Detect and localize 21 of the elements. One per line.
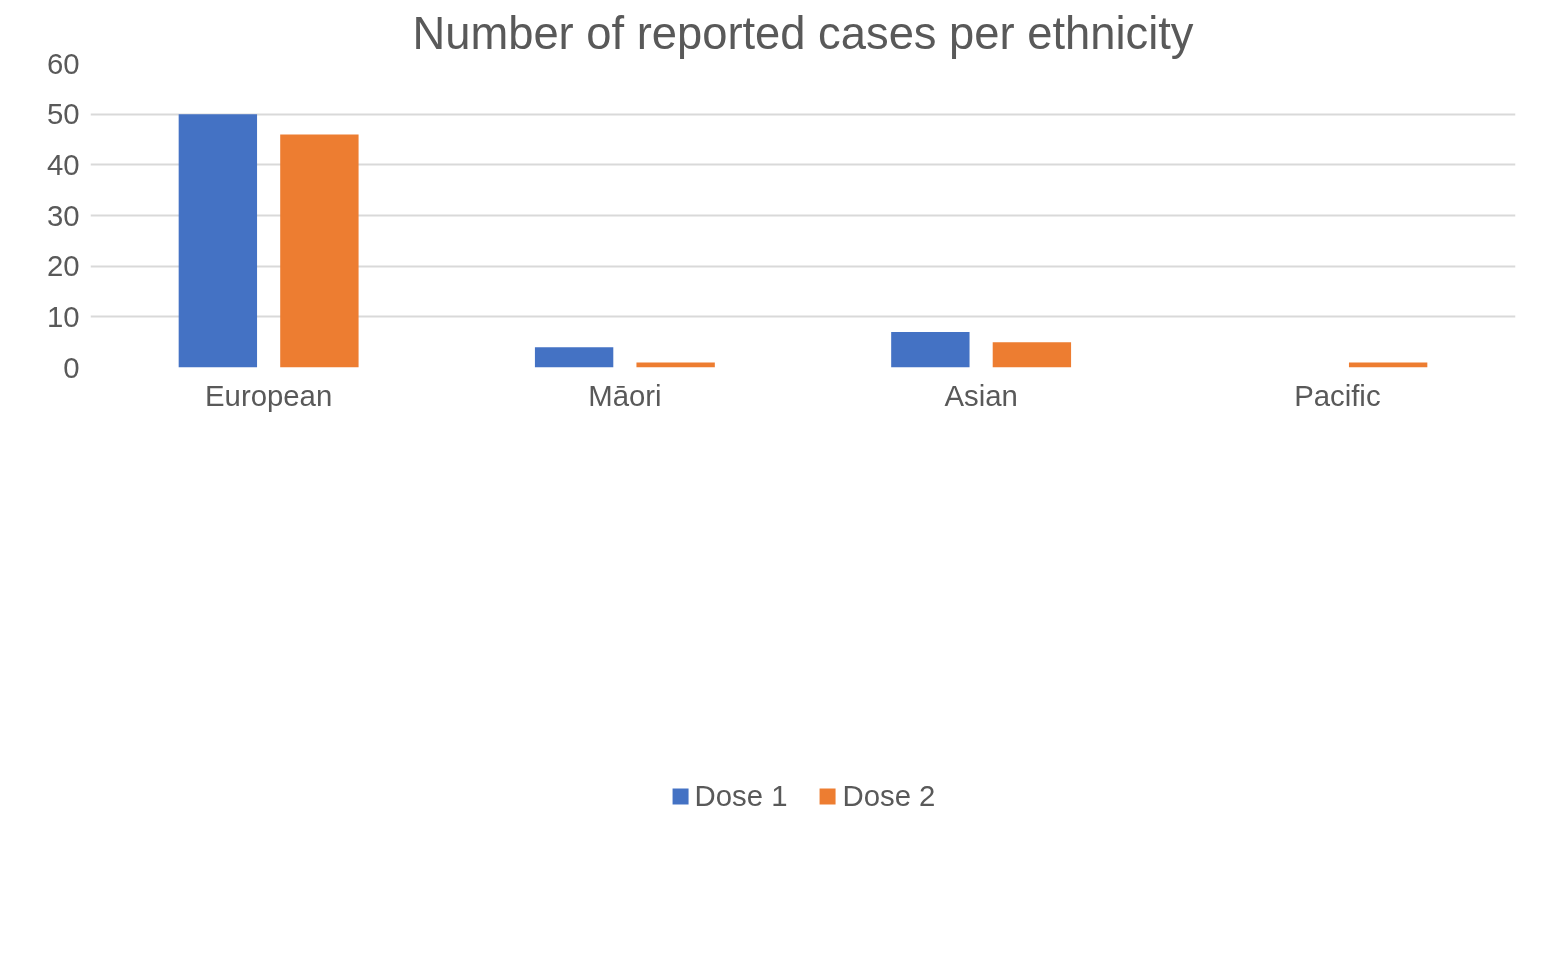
y-tick-label: 20 xyxy=(46,249,80,283)
legend-label: Dose 2 xyxy=(842,778,936,813)
y-tick-label: 50 xyxy=(46,97,80,131)
y-tick-label: 60 xyxy=(46,46,80,80)
y-tick-label: 40 xyxy=(46,147,80,181)
y-tick-label: 30 xyxy=(46,198,80,232)
bar xyxy=(280,134,359,368)
bar xyxy=(1348,362,1428,368)
legend-label: Dose 1 xyxy=(694,778,788,813)
chart-title: Number of reported cases per ethnicity xyxy=(412,7,1194,59)
bar xyxy=(534,347,614,368)
bar xyxy=(178,114,258,368)
bar xyxy=(992,342,1072,368)
x-tick-label: Asian xyxy=(944,378,1018,412)
y-tick-label: 10 xyxy=(46,299,80,333)
y-tick-label: 0 xyxy=(63,350,80,384)
x-tick-label: European xyxy=(205,378,333,412)
x-tick-label: Pacific xyxy=(1294,378,1381,412)
bar xyxy=(891,332,970,368)
bar xyxy=(636,362,715,368)
x-tick-label: Māori xyxy=(588,378,662,412)
